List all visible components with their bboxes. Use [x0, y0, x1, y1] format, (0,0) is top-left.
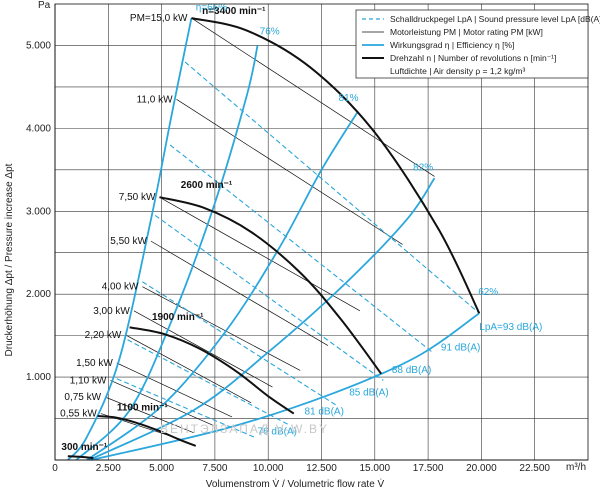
curve-labels: n=3400 min⁻¹ 2600 min⁻¹ 1900 min⁻¹ 1100 min…	[60, 3, 542, 453]
speed-curve	[129, 326, 295, 415]
y-tick-label: 4.000	[26, 123, 51, 134]
y-axis-title: Druckerhöhung Δpt / Pressure increase Δp…	[4, 163, 15, 356]
sound-label: 85 dB(A)	[349, 387, 388, 398]
axes: 0 2.500 5.000 7.500 10.000 12.500 15.000 17.500…	[26, 3, 589, 474]
sound-line	[116, 378, 256, 439]
legend: Schalldruckpegel LpA | Sound pressure le…	[355, 9, 600, 79]
power-line	[133, 310, 273, 388]
x-tick-label: 7.500	[202, 463, 227, 474]
y-tick-label: 3.000	[26, 206, 51, 217]
y-tick-label: 5.000	[26, 40, 51, 51]
power-label: 7,50 kW	[119, 192, 156, 203]
power-label: PM=15,0 kW	[130, 13, 188, 24]
sound-label: 88 dB(A)	[392, 365, 431, 376]
efficiency-label: 62%	[478, 287, 498, 298]
sound-label: LpA=93 dB(A)	[479, 322, 542, 333]
power-label: 2,20 kW	[85, 330, 122, 341]
x-tick-label: 5.000	[149, 463, 174, 474]
sound-line	[142, 281, 337, 406]
efficiency-label: 76%	[260, 27, 280, 38]
x-tick-label: 0	[52, 463, 58, 474]
plot-frame	[54, 3, 589, 461]
power-line	[176, 99, 403, 245]
power-line	[125, 334, 252, 404]
legend-item-density: Luftdichte | Air density ρ = 1,2 kg/m³	[390, 66, 525, 76]
power-label: 11,0 kW	[137, 94, 173, 105]
efficiency-label: 82%	[413, 163, 433, 174]
legend-item-power: Motorleistung PM | Motor rating PM [kW]	[390, 27, 543, 37]
power-label: 4,00 kW	[102, 282, 139, 293]
power-line	[104, 396, 194, 433]
efficiency-curves	[67, 17, 480, 461]
sound-line	[127, 339, 290, 426]
power-label: 1,50 kW	[76, 358, 113, 369]
power-label: 5,50 kW	[110, 236, 147, 247]
legend-box	[355, 9, 589, 79]
speed-label: n=3400 min⁻¹	[202, 6, 266, 17]
sound-pressure-lines	[116, 61, 480, 439]
legend-item-efficiency: Wirkungsgrad η | Efficiency η [%]	[390, 40, 514, 50]
sound-line	[154, 214, 384, 381]
efficiency-curve	[88, 177, 436, 461]
power-line	[116, 362, 233, 418]
x-tick-label: 17.500	[413, 463, 444, 474]
power-line	[159, 196, 361, 312]
efficiency-curve	[67, 17, 193, 461]
sound-line	[184, 61, 480, 314]
x-tick-label: 12.500	[306, 463, 337, 474]
speed-label: 300 min⁻¹	[61, 442, 108, 453]
y-tick-label: 2.000	[26, 289, 51, 300]
speed-label: 1900 min⁻¹	[152, 312, 204, 323]
x-tick-label: 15.000	[360, 463, 391, 474]
watermark: ВЕНТЭЛЗАПАД V-W.BY	[160, 422, 329, 436]
speed-curve	[97, 415, 197, 447]
grid	[55, 4, 588, 460]
efficiency-label: 81%	[339, 93, 359, 104]
efficiency-label: η=66%	[196, 3, 228, 14]
speed-label: 2600 min⁻¹	[181, 180, 233, 191]
x-tick-label: 10.000	[253, 463, 284, 474]
x-axis-title: Volumenstrom V̇ / Volumetric flow rate V…	[206, 477, 385, 490]
power-line	[191, 17, 435, 177]
power-label: 0,55 kW	[60, 409, 97, 420]
y-tick-label: 1.000	[26, 372, 51, 383]
sound-label: 76 dB(A)	[258, 426, 297, 437]
speed-curves	[67, 17, 481, 460]
power-line	[142, 286, 301, 371]
power-label: 3,00 kW	[93, 306, 130, 317]
x-unit-label: m³/h	[566, 462, 586, 473]
power-line	[110, 380, 213, 426]
legend-item-speed: Drehzahl n | Number of revolutions n [mi…	[390, 53, 556, 63]
sound-label: 81 dB(A)	[304, 406, 343, 417]
power-line	[150, 240, 329, 346]
y-unit-label: Pa	[38, 0, 51, 11]
x-tick-label: 22.500	[519, 463, 550, 474]
efficiency-curve	[86, 111, 359, 461]
legend-item-sound: Schalldruckpegel LpA | Sound pressure le…	[390, 14, 600, 24]
x-tick-label: 20.000	[466, 463, 497, 474]
x-tick-label: 2.500	[96, 463, 121, 474]
sound-label: 91 dB(A)	[441, 343, 480, 354]
efficiency-curve	[91, 312, 480, 461]
speed-curve	[159, 196, 382, 375]
power-label: 1,10 kW	[70, 375, 107, 386]
speed-curve	[67, 455, 94, 460]
power-label: 0,75 kW	[64, 392, 101, 403]
motor-power-lines	[100, 17, 435, 440]
efficiency-curve	[75, 45, 259, 461]
speed-label: 1100 min⁻¹	[117, 402, 169, 413]
speed-curve	[191, 17, 481, 314]
